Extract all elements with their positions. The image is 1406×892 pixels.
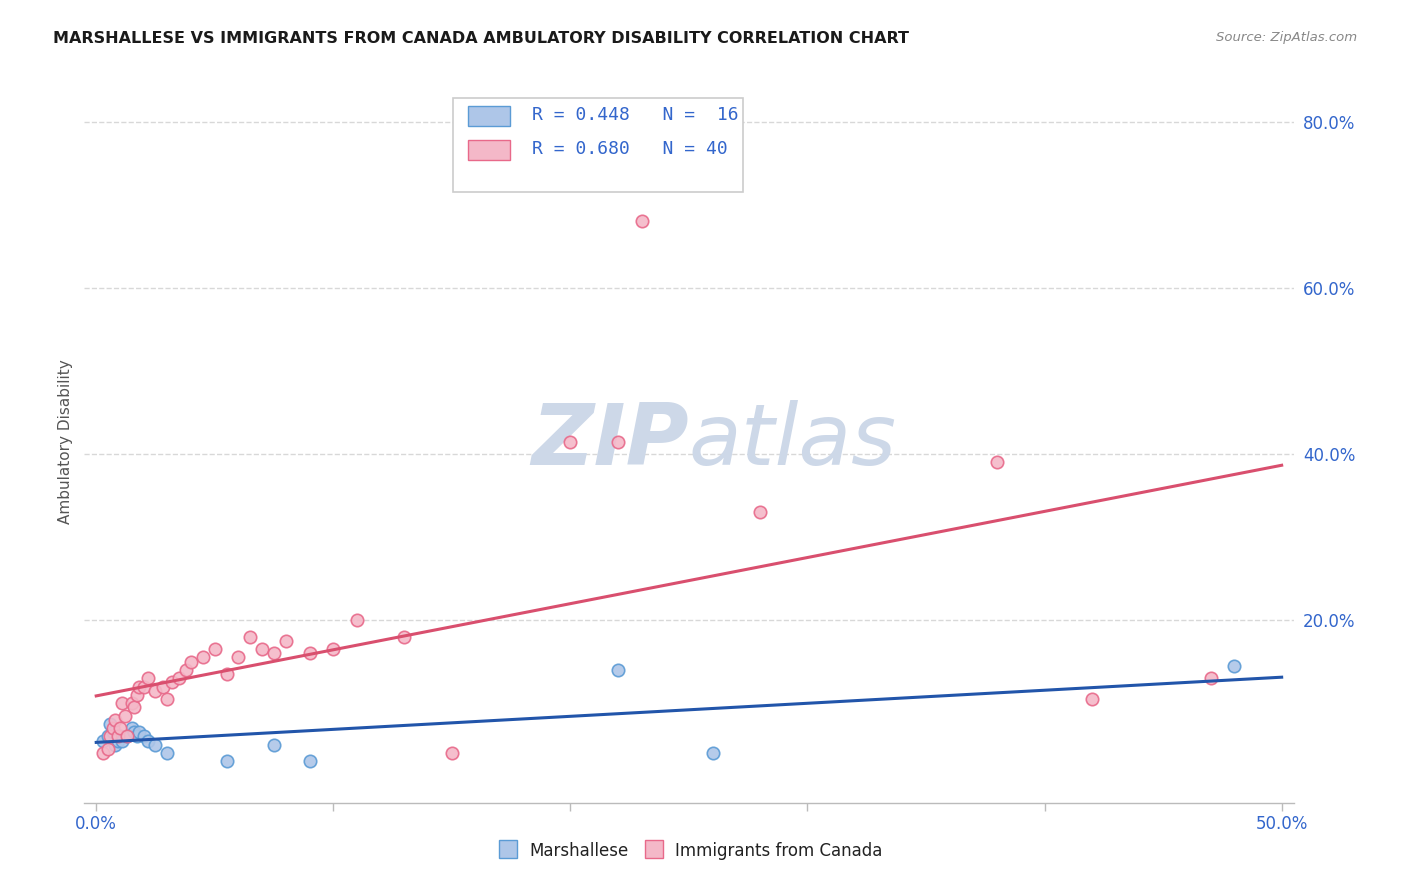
FancyBboxPatch shape bbox=[468, 105, 510, 126]
Point bbox=[346, 613, 368, 627]
Point bbox=[125, 730, 148, 744]
Point bbox=[250, 642, 273, 657]
Point bbox=[108, 721, 131, 735]
Point bbox=[138, 733, 160, 747]
Text: MARSHALLESE VS IMMIGRANTS FROM CANADA AMBULATORY DISABILITY CORRELATION CHART: MARSHALLESE VS IMMIGRANTS FROM CANADA AM… bbox=[53, 31, 910, 46]
Point bbox=[160, 675, 183, 690]
Point bbox=[191, 650, 214, 665]
Point bbox=[101, 721, 124, 735]
Point bbox=[125, 688, 148, 702]
Point bbox=[100, 730, 122, 744]
Text: R = 0.680   N = 40: R = 0.680 N = 40 bbox=[531, 140, 727, 158]
Text: 50.0%: 50.0% bbox=[1256, 815, 1308, 833]
Point bbox=[702, 746, 724, 760]
Point bbox=[107, 730, 129, 744]
Point bbox=[274, 633, 297, 648]
Point bbox=[91, 746, 114, 760]
Point bbox=[91, 733, 114, 747]
Point bbox=[1223, 658, 1246, 673]
Point bbox=[322, 642, 344, 657]
Point bbox=[128, 725, 150, 739]
Point bbox=[128, 680, 150, 694]
Point bbox=[560, 434, 582, 449]
Text: 0.0%: 0.0% bbox=[76, 815, 117, 833]
Point bbox=[97, 730, 120, 744]
Point bbox=[121, 696, 143, 710]
Point bbox=[132, 730, 155, 744]
Point bbox=[114, 708, 136, 723]
Point bbox=[228, 650, 250, 665]
Point bbox=[606, 434, 628, 449]
Point bbox=[152, 680, 174, 694]
Point bbox=[440, 746, 463, 760]
Point bbox=[156, 692, 179, 706]
Point bbox=[122, 700, 145, 714]
Point bbox=[156, 746, 179, 760]
Point bbox=[176, 663, 198, 677]
Point bbox=[104, 738, 127, 752]
Point bbox=[215, 754, 238, 768]
Point bbox=[298, 754, 321, 768]
FancyBboxPatch shape bbox=[468, 139, 510, 160]
Point bbox=[108, 730, 131, 744]
Point bbox=[298, 646, 321, 660]
Legend: Marshallese, Immigrants from Canada: Marshallese, Immigrants from Canada bbox=[489, 835, 889, 867]
Point bbox=[986, 455, 1008, 469]
Point bbox=[180, 655, 202, 669]
FancyBboxPatch shape bbox=[453, 98, 744, 193]
Point bbox=[115, 730, 138, 744]
Point bbox=[204, 642, 226, 657]
Point bbox=[97, 741, 120, 756]
Point bbox=[138, 671, 160, 685]
Point bbox=[100, 717, 122, 731]
Text: ZIP: ZIP bbox=[531, 400, 689, 483]
Point bbox=[145, 683, 167, 698]
Point bbox=[239, 630, 262, 644]
Text: R = 0.448   N =  16: R = 0.448 N = 16 bbox=[531, 106, 738, 124]
Point bbox=[215, 667, 238, 681]
Point bbox=[122, 725, 145, 739]
Point bbox=[630, 214, 652, 228]
Point bbox=[606, 663, 628, 677]
Point bbox=[167, 671, 190, 685]
Point bbox=[1081, 692, 1104, 706]
Point bbox=[111, 696, 134, 710]
Text: atlas: atlas bbox=[689, 400, 897, 483]
Point bbox=[263, 646, 285, 660]
Point bbox=[104, 713, 127, 727]
Point bbox=[107, 733, 129, 747]
Point bbox=[132, 680, 155, 694]
Point bbox=[115, 730, 138, 744]
Point bbox=[1199, 671, 1222, 685]
Text: Source: ZipAtlas.com: Source: ZipAtlas.com bbox=[1216, 31, 1357, 45]
Point bbox=[101, 725, 124, 739]
Point bbox=[749, 505, 772, 519]
Point bbox=[263, 738, 285, 752]
Point bbox=[394, 630, 416, 644]
Point bbox=[111, 733, 134, 747]
Point bbox=[145, 738, 167, 752]
Point bbox=[121, 721, 143, 735]
Y-axis label: Ambulatory Disability: Ambulatory Disability bbox=[58, 359, 73, 524]
